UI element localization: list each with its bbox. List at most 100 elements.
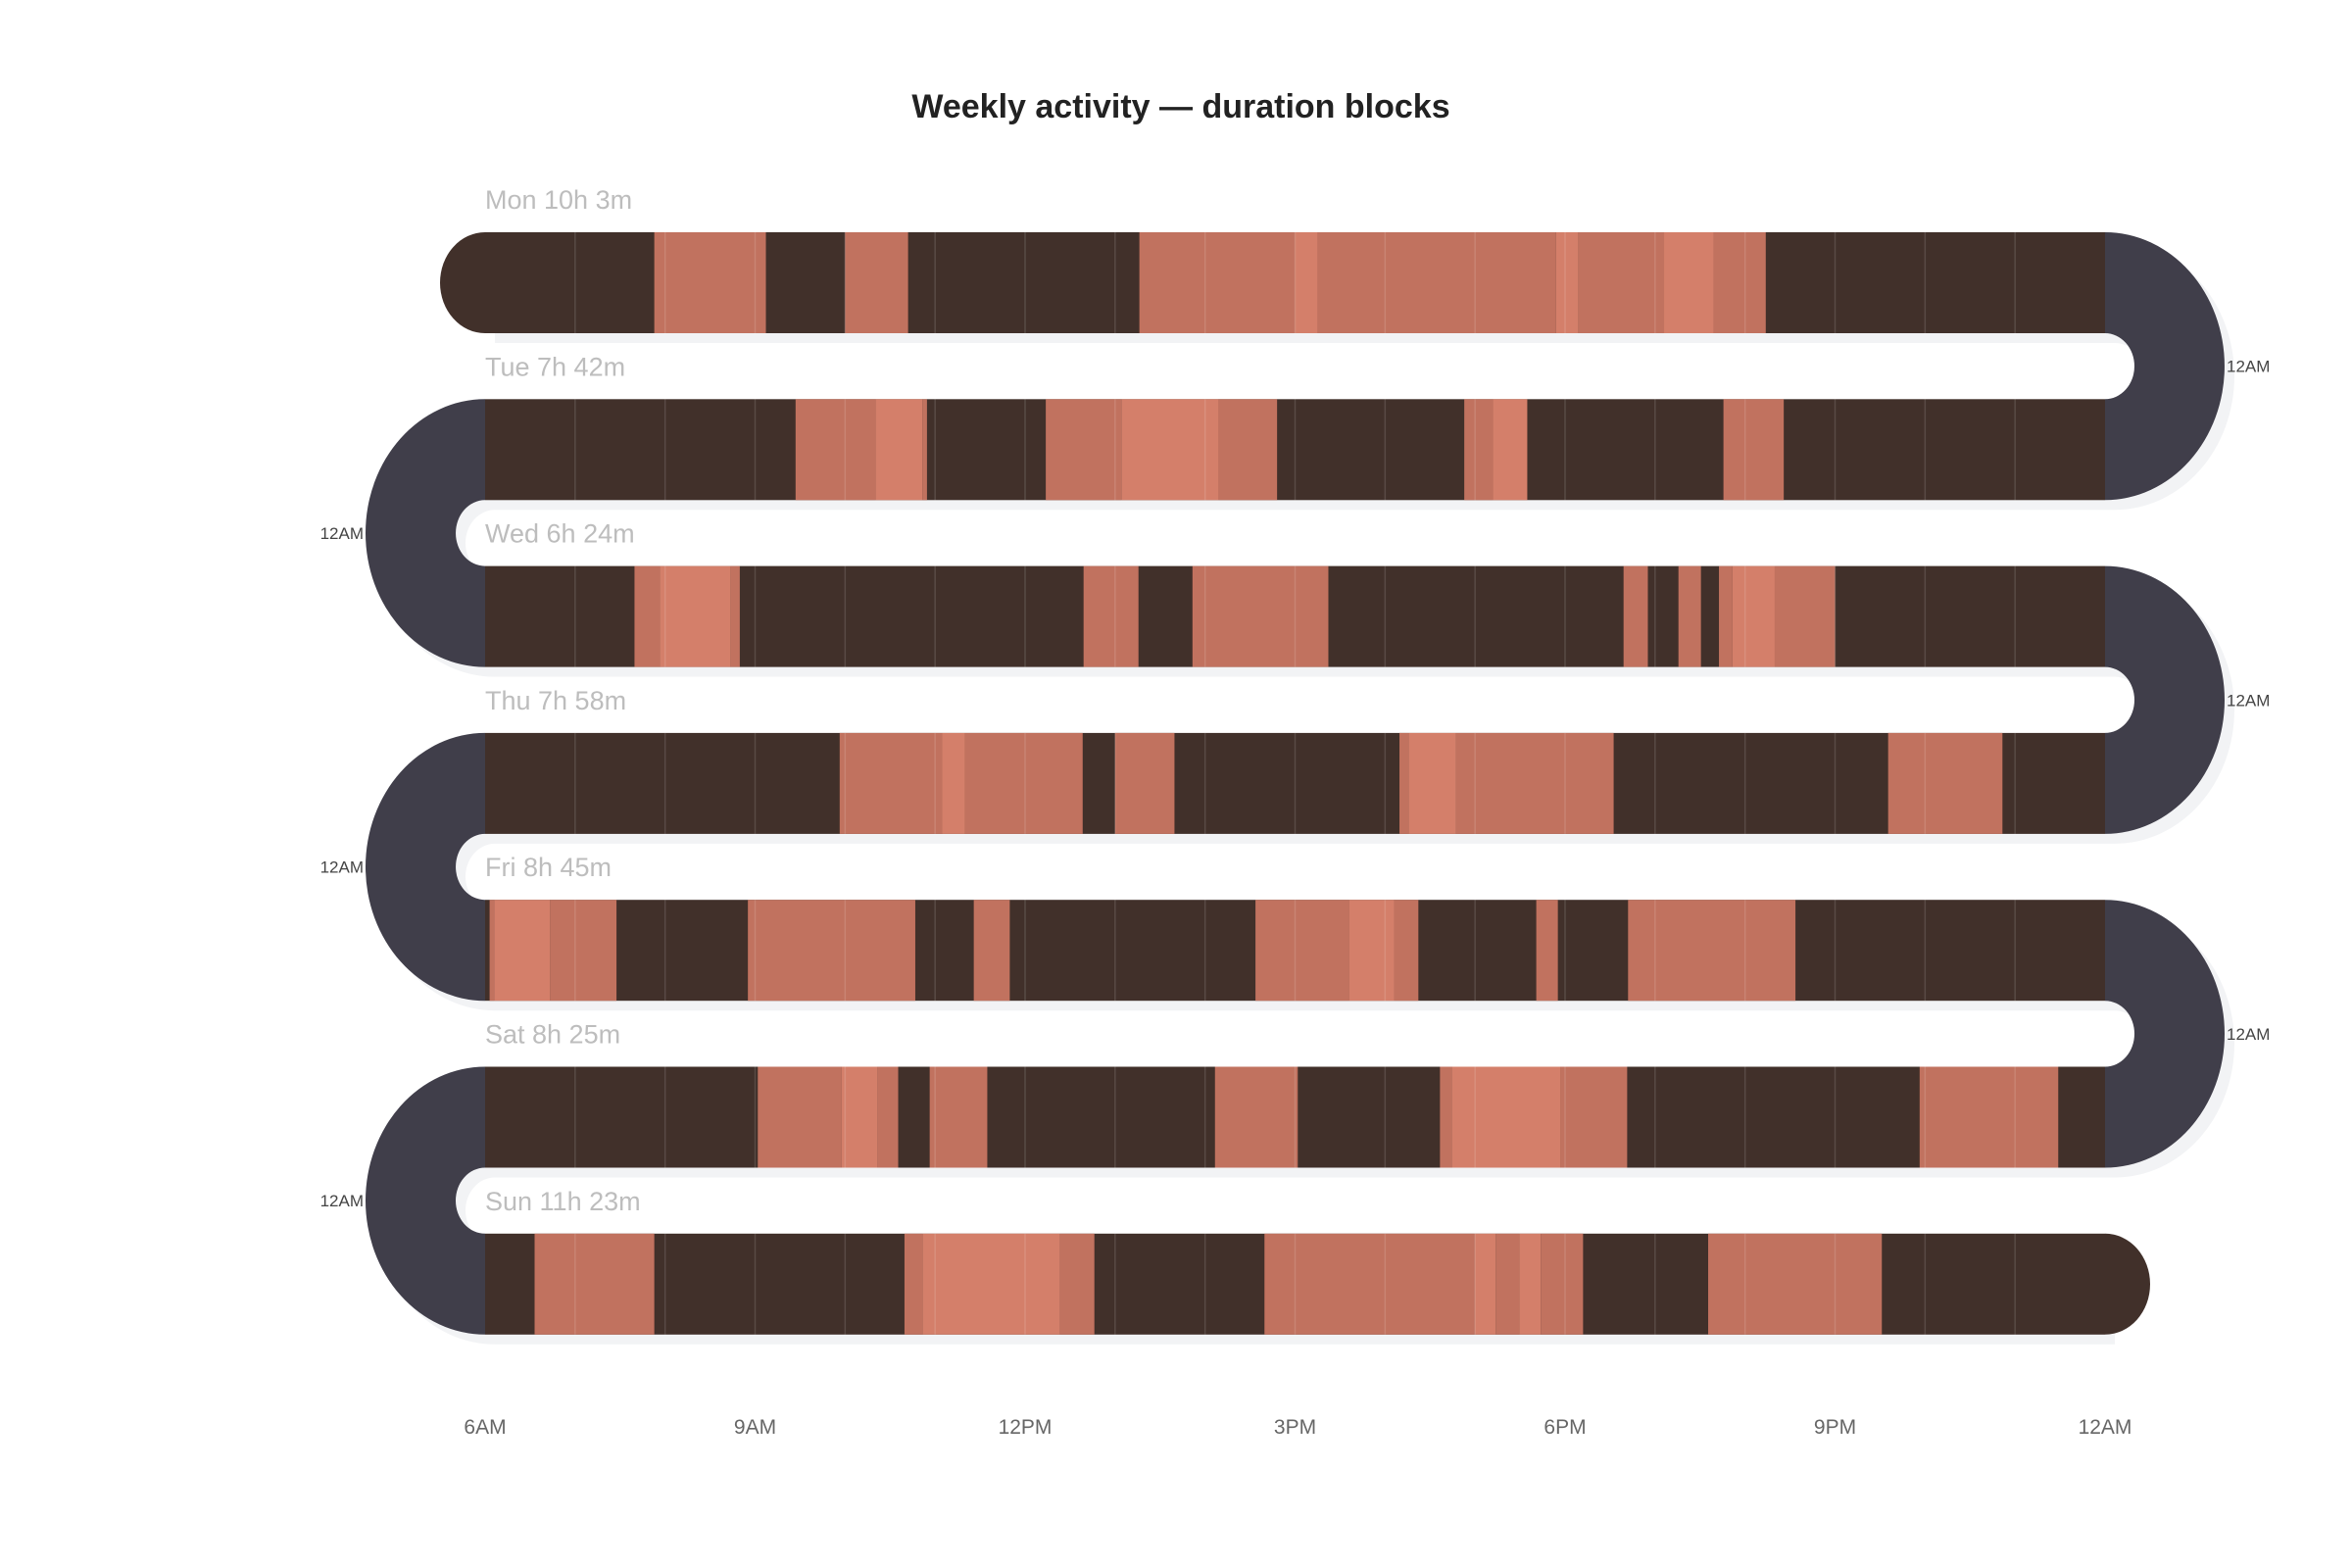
activity-block xyxy=(494,900,551,1002)
activity-block xyxy=(875,399,923,501)
activity-block xyxy=(877,1066,899,1168)
activity-block xyxy=(1046,399,1122,501)
activity-block xyxy=(1440,1066,1452,1168)
day-row: Sun 11h 23m xyxy=(485,1187,2150,1335)
activity-block xyxy=(1114,732,1175,834)
activity-block xyxy=(1059,1233,1095,1335)
activity-block xyxy=(1678,565,1701,667)
activity-block xyxy=(1708,1233,1883,1335)
activity-block xyxy=(1723,399,1785,501)
activity-block xyxy=(1264,1233,1475,1335)
day-row: Tue 7h 42m 12AM xyxy=(320,352,2105,667)
activity-block xyxy=(1474,1233,1496,1335)
activity-block xyxy=(1919,1066,2059,1168)
activity-block xyxy=(1578,232,1665,333)
activity-block xyxy=(1887,732,2003,834)
activity-block xyxy=(748,900,915,1002)
activity-block xyxy=(1214,1066,1298,1168)
day-label: Tue 7h 42m xyxy=(485,352,625,381)
day-row: Mon 10h 3m 12AM xyxy=(440,185,2270,501)
day-row: Thu 7h 58m 12AM xyxy=(320,686,2105,1002)
activity-block xyxy=(942,732,965,834)
activity-block xyxy=(841,1066,878,1168)
day-base-bar xyxy=(485,399,2105,501)
activity-block xyxy=(1495,1233,1520,1335)
activity-block xyxy=(1560,1066,1628,1168)
day-label: Thu 7h 58m xyxy=(485,686,626,715)
activity-block xyxy=(1139,232,1296,333)
activity-block xyxy=(1348,900,1395,1002)
activity-block xyxy=(1536,900,1558,1002)
activity-block xyxy=(534,1233,655,1335)
midnight-turn xyxy=(2105,232,2225,501)
day-row: Wed 6h 24m 12AM xyxy=(485,519,2270,834)
x-tick-label: 12PM xyxy=(999,1416,1053,1439)
activity-block xyxy=(1394,900,1419,1002)
x-tick-label: 12AM xyxy=(2079,1416,2132,1439)
activity-block xyxy=(1623,565,1648,667)
activity-block xyxy=(1774,565,1836,667)
activity-block xyxy=(1519,1233,1542,1335)
day-label: Mon 10h 3m xyxy=(485,185,632,215)
x-tick-label: 6AM xyxy=(464,1416,506,1439)
activity-block xyxy=(1408,732,1456,834)
activity-block xyxy=(660,565,731,667)
day-row: Sat 8h 25m 12AM xyxy=(320,1020,2105,1335)
activity-block xyxy=(795,399,876,501)
activity-block xyxy=(1317,232,1556,333)
midnight-turn xyxy=(365,1066,485,1335)
turn-label: 12AM xyxy=(320,858,364,877)
activity-block xyxy=(839,732,943,834)
day-label: Fri 8h 45m xyxy=(485,853,612,882)
activity-block xyxy=(1121,399,1219,501)
serpentine-track: Mon 10h 3m 12AM Tue 7h 42m 12AM Wed 6h 24m 12… xyxy=(320,185,2270,1335)
activity-block xyxy=(1464,399,1494,501)
activity-block xyxy=(1628,900,1796,1002)
turn-label: 12AM xyxy=(2227,691,2270,710)
activity-block xyxy=(922,1233,1060,1335)
activity-block xyxy=(1664,232,1714,333)
activity-block xyxy=(654,232,766,333)
midnight-turn xyxy=(2105,565,2225,834)
activity-block xyxy=(634,565,661,667)
activity-block xyxy=(904,1233,923,1335)
activity-block xyxy=(922,399,927,501)
activity-block xyxy=(845,232,908,333)
day-label: Sat 8h 25m xyxy=(485,1020,620,1050)
turn-label: 12AM xyxy=(320,1192,364,1210)
x-tick-label: 3PM xyxy=(1274,1416,1316,1439)
activity-block xyxy=(1218,399,1278,501)
activity-block xyxy=(929,1066,988,1168)
activity-block xyxy=(1493,399,1528,501)
activity-block xyxy=(1455,732,1614,834)
activity-block xyxy=(964,732,1083,834)
turn-label: 12AM xyxy=(2227,1025,2270,1044)
turn-label: 12AM xyxy=(2227,358,2270,376)
x-tick-label: 9AM xyxy=(734,1416,776,1439)
activity-block xyxy=(1541,1233,1584,1335)
activity-block xyxy=(1295,232,1318,333)
activity-block xyxy=(1713,232,1766,333)
activity-block xyxy=(1255,900,1349,1002)
end-cap xyxy=(2105,1233,2150,1335)
activity-block xyxy=(489,900,495,1002)
activity-block xyxy=(1732,565,1775,667)
day-row: Fri 8h 45m 12AM xyxy=(485,853,2270,1168)
activity-block xyxy=(1192,565,1329,667)
x-tick-label: 9PM xyxy=(1814,1416,1856,1439)
activity-block xyxy=(1719,565,1733,667)
day-label: Sun 11h 23m xyxy=(485,1187,641,1216)
activity-block xyxy=(973,900,1010,1002)
start-cap xyxy=(440,232,485,333)
midnight-turn xyxy=(2105,900,2225,1168)
activity-block xyxy=(1555,232,1579,333)
activity-block xyxy=(1399,732,1409,834)
day-label: Wed 6h 24m xyxy=(485,519,635,549)
activity-block xyxy=(550,900,617,1002)
day-base-bar xyxy=(485,732,2105,834)
x-axis: 6AM 9AM 12PM 3PM 6PM 9PM 12AM xyxy=(464,1416,2132,1439)
turn-label: 12AM xyxy=(320,524,364,543)
midnight-turn xyxy=(365,399,485,667)
chart-title: Weekly activity — duration blocks xyxy=(911,88,1449,125)
